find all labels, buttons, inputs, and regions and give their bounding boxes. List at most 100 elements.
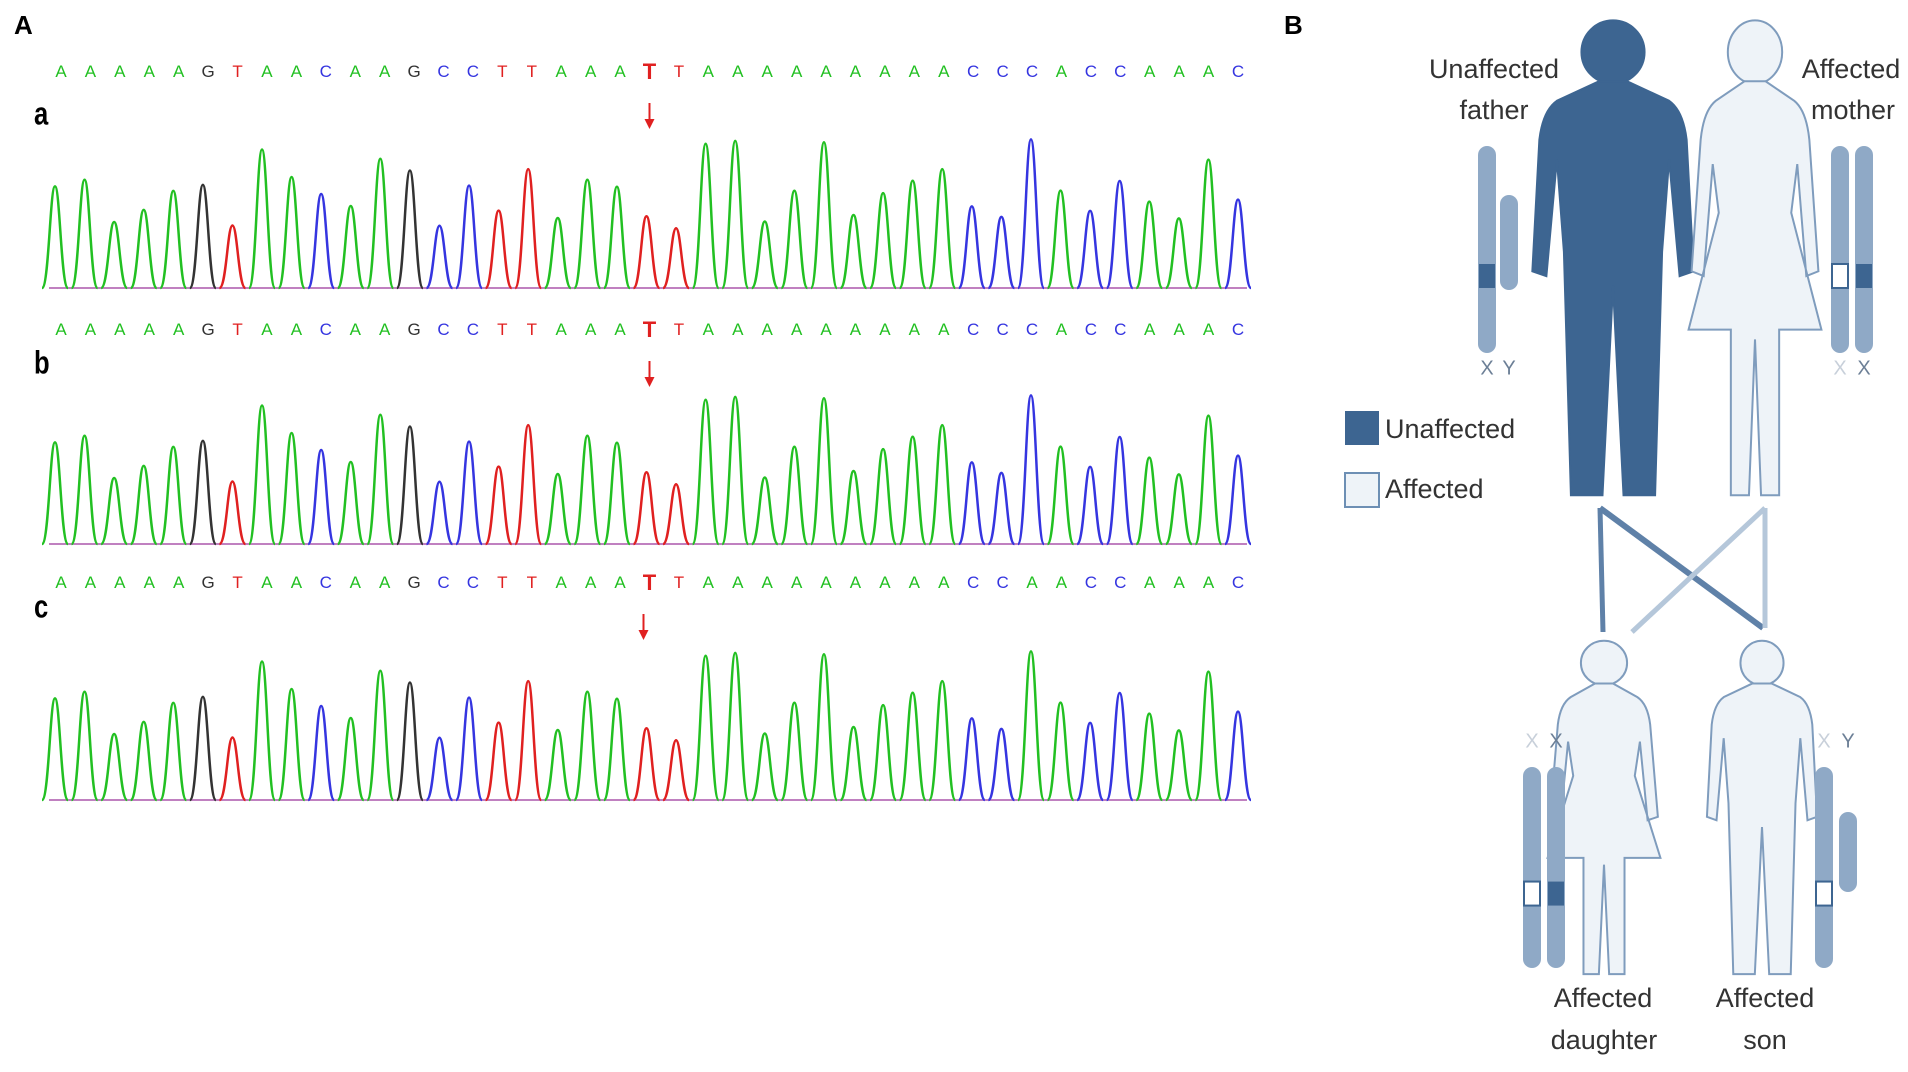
- trace-peak: [1135, 456, 1164, 546]
- trace-peak: [898, 179, 927, 290]
- chromosome-label: X: [1857, 357, 1870, 379]
- trace-peak: [780, 445, 809, 546]
- trace-peak: [809, 140, 839, 290]
- legend-label: Unaffected: [1385, 414, 1515, 444]
- trace-peak: [395, 681, 425, 802]
- trace-peak: [366, 413, 395, 546]
- chromosome-band: [1856, 263, 1872, 288]
- legend-swatch: [1344, 472, 1380, 508]
- chromosome: [1831, 146, 1849, 353]
- chromosome-label: X: [1525, 730, 1538, 752]
- legend-label: Affected: [1385, 474, 1484, 504]
- trace-peak: [602, 185, 632, 290]
- trace-peak: [306, 192, 336, 290]
- trace-peak: [454, 696, 484, 802]
- trace-peak: [366, 157, 395, 290]
- body: [1548, 683, 1661, 974]
- trace-peak: [868, 447, 898, 546]
- trace-peak: [188, 439, 218, 546]
- chromosome: [1523, 767, 1541, 968]
- trace-peak: [40, 697, 70, 802]
- trace-peak: [1194, 414, 1223, 546]
- trace-peak: [898, 691, 927, 802]
- trace-peak: [1105, 691, 1134, 802]
- trace-peak: [691, 654, 720, 802]
- head: [1740, 641, 1783, 685]
- trace-peak: [1046, 445, 1075, 546]
- trace-peak: [632, 215, 661, 290]
- row-label: a: [34, 97, 49, 132]
- chromosome: [1855, 146, 1873, 353]
- trace-peak: [70, 690, 99, 802]
- trace-peak: [750, 220, 780, 290]
- arrow-head: [638, 630, 649, 640]
- trace-peak: [691, 398, 720, 546]
- trace-peak: [484, 465, 513, 546]
- trace-peak: [957, 205, 987, 290]
- trace-peak: [1223, 710, 1253, 802]
- trace-peak: [573, 690, 602, 802]
- trace-peak: [159, 701, 188, 802]
- trace-peak: [277, 175, 306, 290]
- trace-peak: [395, 169, 425, 290]
- trace-peak: [159, 445, 188, 546]
- trace-peak: [957, 717, 987, 802]
- chromosome-label: Y: [1502, 357, 1515, 379]
- trace-peak: [336, 460, 365, 546]
- trace-peak: [1046, 189, 1075, 290]
- trace-peak: [750, 476, 780, 546]
- trace-peak: [1164, 729, 1194, 802]
- chromosome-label: Y: [1841, 730, 1854, 752]
- trace-peak: [336, 204, 365, 290]
- chromosome: [1478, 146, 1496, 353]
- trace-peak: [987, 471, 1016, 546]
- trace-peak: [40, 185, 70, 290]
- trace-peak: [1075, 721, 1105, 802]
- person-label: Affected: [1802, 54, 1901, 84]
- pedigree-diagram: [1345, 20, 1873, 974]
- trace-peak: [839, 469, 868, 546]
- trace-peak: [661, 226, 691, 290]
- trace-peak: [928, 423, 957, 546]
- trace-peak: [425, 224, 454, 290]
- panel-label: A: [14, 10, 33, 40]
- body: [1532, 81, 1693, 495]
- trace-peak: [70, 434, 99, 546]
- trace-peak: [839, 213, 868, 290]
- panel-label: B: [1284, 10, 1303, 40]
- person-label: son: [1743, 1025, 1787, 1055]
- trace-peak: [868, 191, 898, 290]
- row-label: c: [34, 590, 48, 625]
- trace-peak: [247, 660, 277, 802]
- trace-peak: [1194, 158, 1223, 290]
- chromosome: [1815, 767, 1833, 968]
- trace-peak: [513, 423, 543, 546]
- trace-peak: [454, 184, 484, 290]
- trace-peak: [1075, 465, 1105, 546]
- connector: [1630, 506, 1767, 634]
- trace-peak: [1135, 712, 1164, 802]
- trace-peak: [40, 441, 70, 546]
- trace-peak: [1223, 198, 1253, 290]
- trace-peak: [720, 139, 750, 290]
- trace-peak: [1164, 473, 1194, 546]
- trace-peak: [602, 697, 632, 802]
- trace-peak: [188, 695, 218, 802]
- trace-peak: [661, 482, 691, 546]
- trace-peak: [632, 727, 661, 802]
- trace-peak: [1105, 179, 1134, 290]
- chromosome-label: X: [1833, 357, 1846, 379]
- trace-peak: [99, 220, 129, 290]
- body: [1689, 81, 1822, 495]
- trace-peak: [99, 732, 129, 802]
- trace-peak: [129, 720, 158, 802]
- trace-peak: [484, 721, 513, 802]
- trace-peak: [188, 183, 218, 290]
- trace-peak: [928, 167, 957, 290]
- trace-peak: [780, 701, 809, 802]
- trace-peak: [277, 431, 306, 546]
- trace-peak: [306, 704, 336, 802]
- trace-peak: [573, 178, 602, 290]
- connector: [1597, 507, 1606, 633]
